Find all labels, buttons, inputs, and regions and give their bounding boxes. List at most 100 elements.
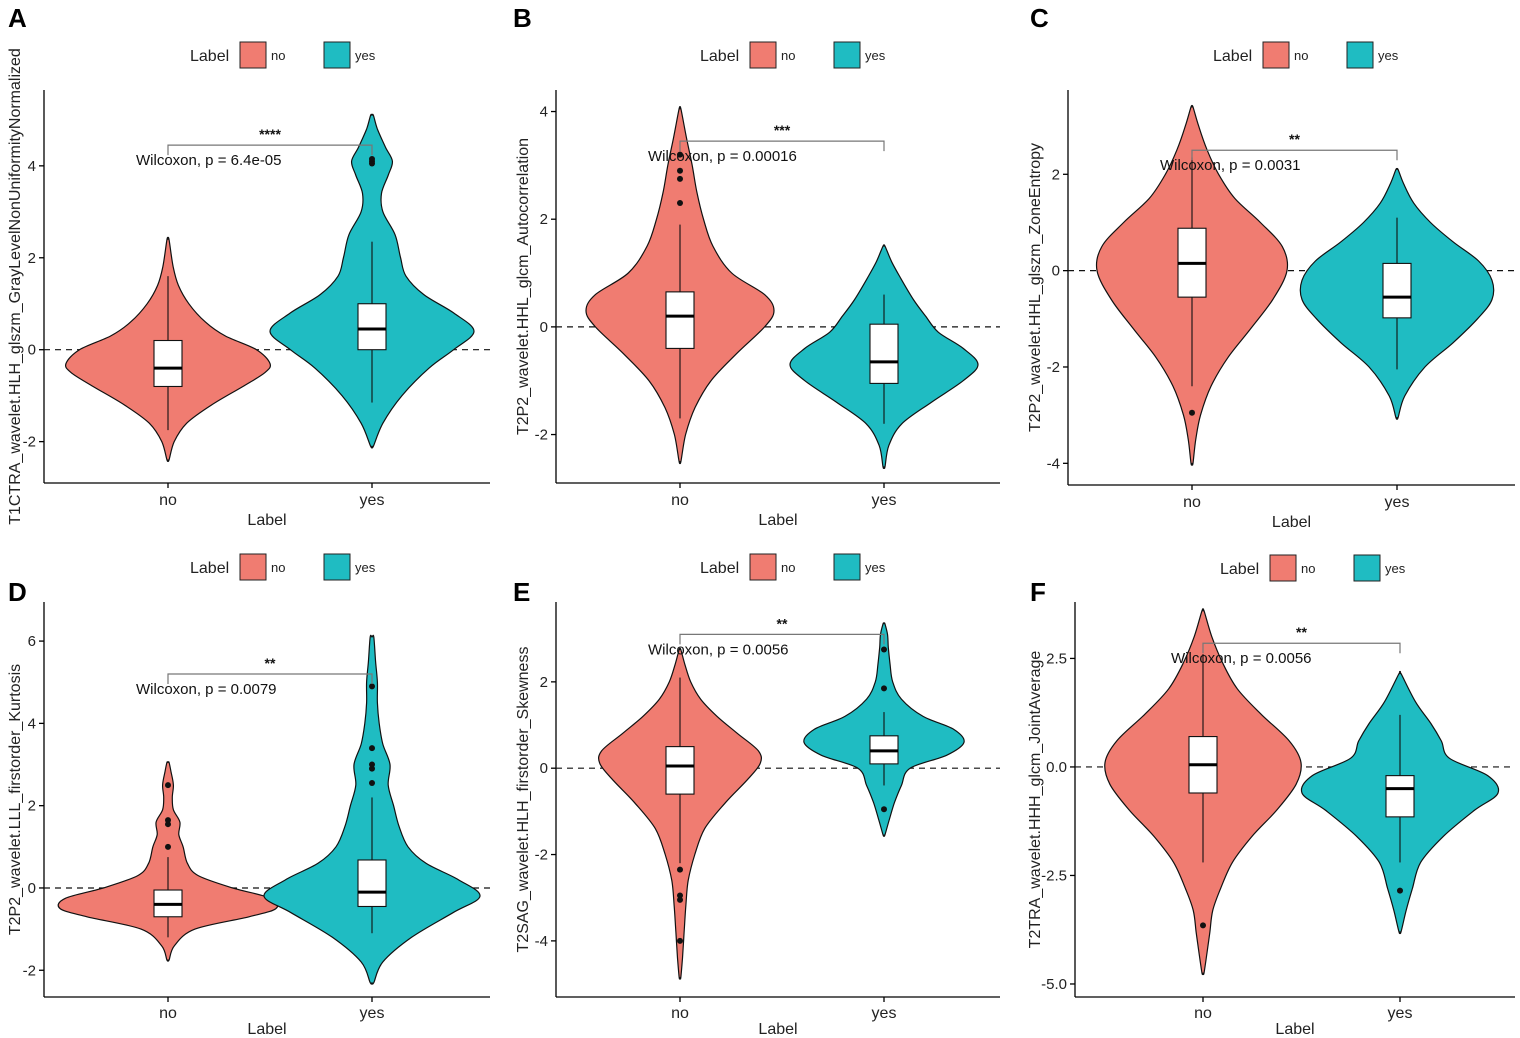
wilcoxon-label: Wilcoxon, p = 0.00016 <box>648 148 797 165</box>
wilcoxon-label: Wilcoxon, p = 0.0079 <box>136 681 277 698</box>
legend-label-yes: yes <box>865 560 886 575</box>
x-tick-label-no: no <box>159 492 177 509</box>
legend: Label no yes <box>700 41 886 69</box>
y-tick-label: 0 <box>540 760 548 777</box>
y-axis-title: T1CTRA_wavelet.HLH_glszm_GrayLevelNonUni… <box>7 48 24 525</box>
panel-letter: D <box>8 577 27 607</box>
y-tick-label: -2 <box>23 962 36 979</box>
y-tick-label: 2.5 <box>1046 650 1067 667</box>
significance-bracket <box>167 144 373 156</box>
legend: Label no yes <box>190 41 376 69</box>
wilcoxon-label: Wilcoxon, p = 6.4e-05 <box>136 152 282 169</box>
box-no <box>665 746 695 795</box>
y-tick-label: 0 <box>1052 263 1060 280</box>
x-tick-label-yes: yes <box>872 1005 897 1022</box>
y-tick-label: 0 <box>28 880 36 897</box>
box-yes <box>1382 262 1412 319</box>
significance-stars: *** <box>774 122 791 138</box>
box-no <box>153 339 183 388</box>
significance-bracket <box>679 633 885 645</box>
panel-c: C Label no yes -4 -2 0 2 no yes Label T2P2_wavelet.… <box>1027 3 1515 531</box>
y-tick-label: 4 <box>540 104 548 121</box>
y-tick-label: 2 <box>540 674 548 691</box>
significance-bracket <box>1202 642 1401 654</box>
outlier-point <box>881 806 887 813</box>
x-axis-title: Label <box>758 1021 797 1038</box>
y-axis-title: T2SAG_wavelet.HLH_firstorder_Skewness <box>515 647 532 953</box>
legend-swatch-yes <box>323 553 351 581</box>
x-tick-label-no: no <box>159 1005 177 1022</box>
outlier-point <box>165 782 171 789</box>
significance-stars: ** <box>1296 624 1307 640</box>
x-axis-title: Label <box>247 1021 286 1038</box>
legend-label-no: no <box>781 560 795 575</box>
legend-swatch-yes <box>833 553 861 581</box>
legend-title: Label <box>700 48 739 65</box>
legend-swatch-no <box>749 553 777 581</box>
significance-stars: ** <box>265 655 276 671</box>
x-tick-label-yes: yes <box>1388 1005 1413 1022</box>
outlier-point <box>677 175 683 182</box>
significance-bracket <box>1191 149 1398 161</box>
x-tick-label-no: no <box>671 1005 689 1022</box>
x-tick-label-yes: yes <box>1385 494 1410 511</box>
y-tick-label: -4 <box>535 933 548 950</box>
y-tick-label: 4 <box>28 158 36 175</box>
legend-label-yes: yes <box>355 48 376 63</box>
outlier-point <box>165 817 171 824</box>
x-tick-label-yes: yes <box>360 1005 385 1022</box>
x-tick-label-yes: yes <box>872 492 897 509</box>
legend-label-yes: yes <box>865 48 886 63</box>
y-tick-label: -5.0 <box>1041 976 1067 993</box>
y-tick-label: 2 <box>1052 166 1060 183</box>
legend-title: Label <box>1220 561 1259 578</box>
y-tick-label: 2 <box>28 250 36 267</box>
legend-swatch-yes <box>1353 554 1381 582</box>
outlier-point <box>369 761 375 768</box>
significance-bracket <box>167 673 373 685</box>
y-tick-label: -2.5 <box>1041 867 1067 884</box>
legend: Label no yes <box>1213 41 1399 69</box>
legend-label-no: no <box>271 48 285 63</box>
y-axis-title: T2P2_wavelet.HHL_glcm_Autocorrelation <box>515 138 532 435</box>
panel-f: F Label no yes -5.0 -2.5 0.0 2.5 no yes Label T2TRA… <box>1027 554 1515 1038</box>
panel-letter: E <box>513 577 530 607</box>
box-yes <box>357 859 387 908</box>
outlier-point <box>369 683 375 690</box>
x-tick-label-yes: yes <box>360 492 385 509</box>
y-tick-label: -2 <box>535 427 548 444</box>
significance-stars: **** <box>259 126 281 142</box>
y-tick-label: 0 <box>28 342 36 359</box>
significance-bracket <box>679 140 885 152</box>
wilcoxon-label: Wilcoxon, p = 0.0031 <box>1160 157 1301 174</box>
legend-label-no: no <box>781 48 795 63</box>
box-yes <box>869 323 899 384</box>
legend-swatch-yes <box>1346 41 1374 69</box>
outlier-point <box>1397 887 1403 894</box>
legend: Label no yes <box>1220 554 1406 582</box>
y-tick-label: -2 <box>1047 359 1060 376</box>
outlier-point <box>165 821 171 828</box>
legend-label-no: no <box>1301 561 1315 576</box>
outlier-point <box>369 765 375 772</box>
outlier-point <box>677 866 683 873</box>
box-no <box>665 291 695 349</box>
legend-swatch-no <box>239 41 267 69</box>
x-axis-title: Label <box>1275 1021 1314 1038</box>
y-tick-label: 2 <box>28 798 36 815</box>
legend-swatch-no <box>1269 554 1297 582</box>
outlier-point <box>677 937 683 944</box>
y-tick-label: 0 <box>540 319 548 336</box>
panel-b: B Label no yes -2 0 2 4 no yes Label T2P2_wavelet.H… <box>513 3 1000 529</box>
y-tick-label: 6 <box>28 633 36 650</box>
x-axis-title: Label <box>758 512 797 529</box>
outlier-point <box>165 843 171 850</box>
wilcoxon-label: Wilcoxon, p = 0.0056 <box>648 641 789 658</box>
outlier-point <box>677 892 683 899</box>
legend-label-yes: yes <box>1385 561 1406 576</box>
significance-stars: ** <box>777 615 788 631</box>
legend-swatch-yes <box>833 41 861 69</box>
y-tick-label: -4 <box>1047 455 1060 472</box>
legend-title: Label <box>700 560 739 577</box>
legend: Label no yes <box>700 553 886 581</box>
